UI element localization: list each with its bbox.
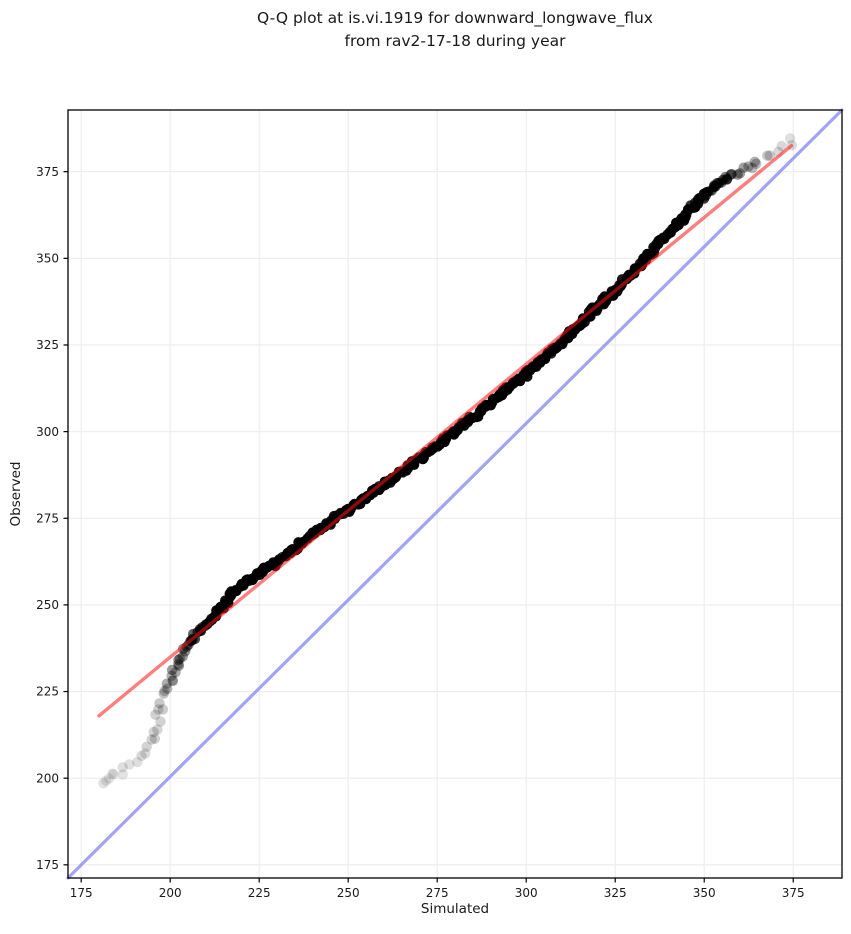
axis-ticks: 175 200 225 250 275 300 325 350 375 175 200 225 250 2…	[36, 165, 805, 900]
qq-point	[154, 698, 165, 709]
qq-point	[100, 775, 112, 786]
fit-line	[97, 143, 794, 718]
qq-point	[153, 704, 164, 715]
y-tick-label-325: 325	[36, 338, 59, 352]
qq-point	[776, 140, 787, 152]
qq-point	[743, 161, 754, 172]
x-tick-label-225: 225	[248, 886, 271, 900]
qq-point	[762, 150, 773, 161]
qq-point	[749, 156, 760, 167]
y-tick-label-250: 250	[36, 598, 59, 612]
y-tick-label-350: 350	[36, 252, 59, 266]
qq-point	[162, 683, 173, 694]
qq-point	[117, 769, 128, 780]
qq-point	[167, 675, 178, 687]
qq-point	[150, 709, 161, 720]
x-tick-label-200: 200	[159, 886, 182, 900]
qq-point	[167, 675, 178, 686]
qq-point	[734, 168, 746, 179]
qq-point	[158, 688, 169, 699]
identity-line	[66, 108, 844, 880]
qq-point	[725, 169, 737, 180]
qq-point	[173, 654, 184, 666]
qq-point	[146, 734, 157, 745]
x-axis-label: Simulated	[420, 901, 490, 917]
x-tick-label-175: 175	[70, 886, 93, 900]
qq-point	[751, 158, 762, 169]
qq-point	[170, 667, 181, 678]
qq-point	[124, 759, 135, 770]
qq-point	[104, 773, 115, 784]
qq-point	[173, 660, 185, 671]
qq-points	[98, 133, 797, 789]
qq-point	[726, 168, 737, 180]
chart-title: Q-Q plot at is.vi.1919 for downward_long…	[68, 7, 842, 54]
qq-point	[107, 768, 118, 779]
qq-point	[174, 653, 185, 664]
y-axis-label: Observed	[8, 461, 24, 527]
x-tick-label-250: 250	[337, 886, 360, 900]
qq-point	[784, 133, 796, 144]
qq-point	[108, 769, 119, 780]
chart-title-line2: from rav2-17-18 during year	[344, 32, 566, 51]
qq-point	[159, 685, 170, 697]
x-tick-label-325: 325	[604, 886, 627, 900]
qq-point	[764, 150, 775, 161]
qq-point	[132, 756, 143, 768]
qq-point	[738, 162, 749, 173]
qq-point	[117, 762, 128, 773]
qq-point	[166, 670, 177, 681]
qq-point	[141, 741, 152, 752]
y-tick-label-175: 175	[36, 858, 59, 872]
qq-point	[747, 162, 758, 174]
x-tick-label-375: 375	[782, 886, 805, 900]
qq-point	[152, 724, 163, 735]
y-tick-label-225: 225	[36, 685, 59, 699]
x-tick-label-350: 350	[693, 886, 716, 900]
qq-point	[148, 726, 159, 738]
qq-point	[173, 658, 184, 670]
x-tick-label-300: 300	[515, 886, 538, 900]
qq-point	[161, 678, 172, 689]
qq-point	[140, 748, 151, 759]
chart-title-line1: Q-Q plot at is.vi.1919 for downward_long…	[257, 9, 653, 27]
y-tick-label-200: 200	[36, 771, 59, 785]
qq-point	[155, 716, 166, 727]
x-tick-label-275: 275	[426, 886, 449, 900]
qq-point	[166, 664, 178, 676]
grid-lines	[68, 110, 842, 878]
y-tick-label-375: 375	[36, 165, 59, 179]
qq-point	[177, 651, 188, 662]
qq-point	[136, 750, 147, 761]
y-tick-label-300: 300	[36, 425, 59, 439]
qq-point	[98, 778, 109, 789]
qq-point	[732, 169, 743, 180]
qq-point	[157, 704, 169, 715]
qq-point	[149, 733, 161, 744]
axes-box	[67, 109, 843, 879]
y-tick-label-275: 275	[36, 511, 59, 525]
